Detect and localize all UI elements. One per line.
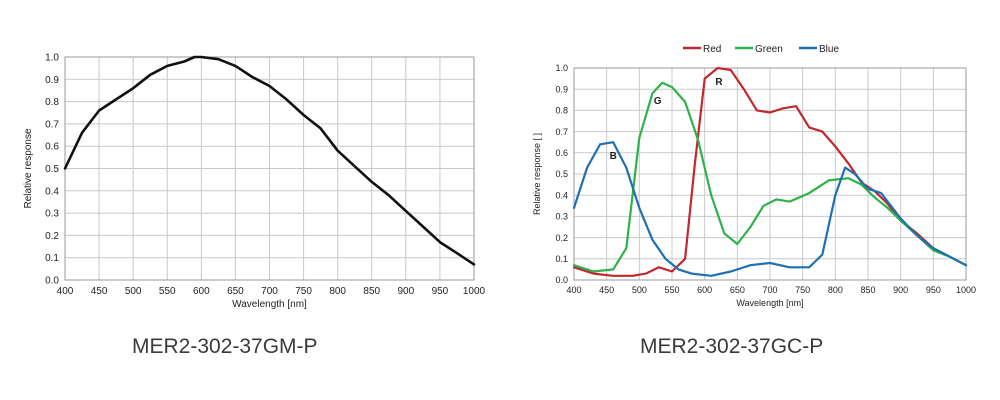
x-tick-label: 1000 xyxy=(463,286,486,297)
x-tick-label: 800 xyxy=(828,285,843,295)
x-tick-label: 700 xyxy=(261,286,278,297)
x-tick-label: 650 xyxy=(227,286,244,297)
y-tick-label: 1.0 xyxy=(45,53,59,64)
y-tick-label: 0.2 xyxy=(555,233,568,243)
x-tick-label: 550 xyxy=(664,285,679,295)
x-tick-label: 500 xyxy=(632,285,647,295)
color-camera-caption: MER2-302-37GC-P xyxy=(640,335,824,358)
y-tick-label: 0.6 xyxy=(555,148,568,158)
series-label-green: G xyxy=(654,96,662,107)
y-tick-label: 0.4 xyxy=(555,190,568,200)
y-tick-label: 0.9 xyxy=(45,75,59,86)
x-axis-label: Wavelength [nm] xyxy=(736,298,803,308)
series-line-blue xyxy=(572,141,968,277)
plot-frame xyxy=(573,67,967,281)
x-tick-label: 550 xyxy=(159,286,176,297)
y-tick-label: 0.5 xyxy=(555,169,568,179)
x-tick-label: 850 xyxy=(860,285,875,295)
x-tick-label: 600 xyxy=(697,285,712,295)
series-line-red xyxy=(572,66,968,277)
x-tick-label: 750 xyxy=(295,286,312,297)
x-axis-label: Wavelength [nm] xyxy=(232,299,307,310)
y-tick-label: 0.0 xyxy=(555,275,568,285)
x-tick-label: 900 xyxy=(893,285,908,295)
x-tick-label: 700 xyxy=(762,285,777,295)
mono-response-chart: 400 450 500 550 600 650 700 750 800 850 900 950 1000… xyxy=(23,53,486,311)
x-tick-label: 950 xyxy=(926,285,941,295)
x-tick-label: 600 xyxy=(193,286,210,297)
y-tick-label: 0.2 xyxy=(45,231,59,242)
y-tick-label: 0.7 xyxy=(45,119,59,130)
y-tick-label: 0.8 xyxy=(555,106,568,116)
x-tick-label: 750 xyxy=(795,285,810,295)
x-tick-label: 400 xyxy=(57,286,74,297)
y-tick-label: 0.3 xyxy=(45,209,59,220)
x-tick-label: 500 xyxy=(125,286,142,297)
y-tick-label: 0.7 xyxy=(555,127,568,137)
color-response-chart: 400 450 500 550 600 650 700 750 800 850 900 950 1000… xyxy=(532,44,976,308)
x-tick-label: 950 xyxy=(432,286,449,297)
y-tick-label: 0.1 xyxy=(555,254,568,264)
x-tick-label: 900 xyxy=(397,286,414,297)
series-label-red: R xyxy=(715,77,723,88)
x-tick-label: 800 xyxy=(329,286,346,297)
y-tick-label: 0.5 xyxy=(45,164,59,175)
legend-label-blue: Blue xyxy=(819,44,839,55)
series-line-mono xyxy=(63,55,476,266)
x-tick-label: 1000 xyxy=(956,285,976,295)
y-tick-label: 0.9 xyxy=(555,84,568,94)
y-tick-label: 0.0 xyxy=(45,276,59,287)
y-tick-label: 0.1 xyxy=(45,253,59,264)
legend-label-red: Red xyxy=(703,44,721,55)
y-tick-label: 1.0 xyxy=(555,63,568,73)
x-tick-label: 400 xyxy=(566,285,581,295)
y-tick-label: 0.3 xyxy=(555,212,568,222)
series-label-blue: B xyxy=(610,151,617,162)
y-tick-label: 0.6 xyxy=(45,142,59,153)
y-tick-label: 0.4 xyxy=(45,186,59,197)
y-axis-label: Relative response xyxy=(23,128,34,208)
legend-label-green: Green xyxy=(755,44,783,55)
y-tick-label: 0.8 xyxy=(45,97,59,108)
series-line-green xyxy=(572,81,968,273)
x-tick-label: 650 xyxy=(730,285,745,295)
y-axis-label: Relative response [ ] xyxy=(532,133,542,215)
x-tick-label: 450 xyxy=(599,285,614,295)
x-tick-label: 450 xyxy=(91,286,108,297)
x-tick-label: 850 xyxy=(363,286,380,297)
mono-camera-caption: MER2-302-37GM-P xyxy=(132,335,318,358)
